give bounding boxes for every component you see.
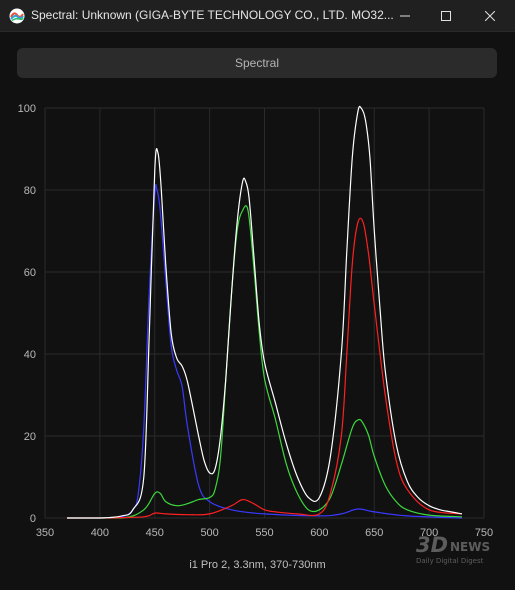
svg-text:3D: 3D — [416, 533, 448, 557]
x-tick-label: 500 — [200, 527, 218, 539]
close-button[interactable] — [468, 0, 512, 31]
svg-text:Daily Digital Digest: Daily Digital Digest — [416, 557, 484, 565]
minimize-icon — [400, 15, 410, 16]
y-tick-label: 0 — [30, 513, 36, 525]
x-tick-label: 600 — [310, 527, 328, 539]
x-tick-label: 550 — [255, 527, 273, 539]
y-tick-label: 40 — [24, 349, 36, 361]
spectral-chart: 350 400 450 500 550 600 650 700 750 0 20 40 60 80 100 — [18, 103, 494, 539]
y-tick-label: 100 — [18, 103, 36, 115]
series-line-red — [66, 217, 463, 519]
y-tick-label: 80 — [24, 185, 36, 197]
maximize-icon — [441, 10, 451, 21]
x-tick-label: 450 — [146, 527, 164, 539]
tab-spectral[interactable]: Spectral — [17, 48, 497, 78]
svg-text:NEWS: NEWS — [450, 540, 490, 554]
y-tick-label: 20 — [24, 431, 36, 443]
x-tick-label: 650 — [365, 527, 383, 539]
series-line-white — [66, 105, 463, 519]
y-tick-label: 60 — [24, 267, 36, 279]
x-tick-label: 750 — [475, 527, 493, 539]
series-line-green — [66, 205, 463, 519]
window-title: Spectral: Unknown (GIGA-BYTE TECHNOLOGY … — [31, 8, 394, 22]
spectral-app-icon — [9, 8, 25, 24]
series-line-blue — [66, 183, 463, 519]
close-icon — [485, 10, 495, 21]
title-bar: Spectral: Unknown (GIGA-BYTE TECHNOLOGY … — [0, 0, 515, 31]
watermark-logo: 3D NEWS Daily Digital Digest — [416, 533, 490, 565]
minimize-button[interactable] — [383, 0, 427, 31]
maximize-button[interactable] — [424, 0, 468, 31]
x-tick-label: 350 — [36, 527, 54, 539]
instrument-label: i1 Pro 2, 3.3nm, 370-730nm — [189, 559, 326, 571]
x-tick-label: 400 — [91, 527, 109, 539]
x-tick-label: 700 — [420, 527, 438, 539]
